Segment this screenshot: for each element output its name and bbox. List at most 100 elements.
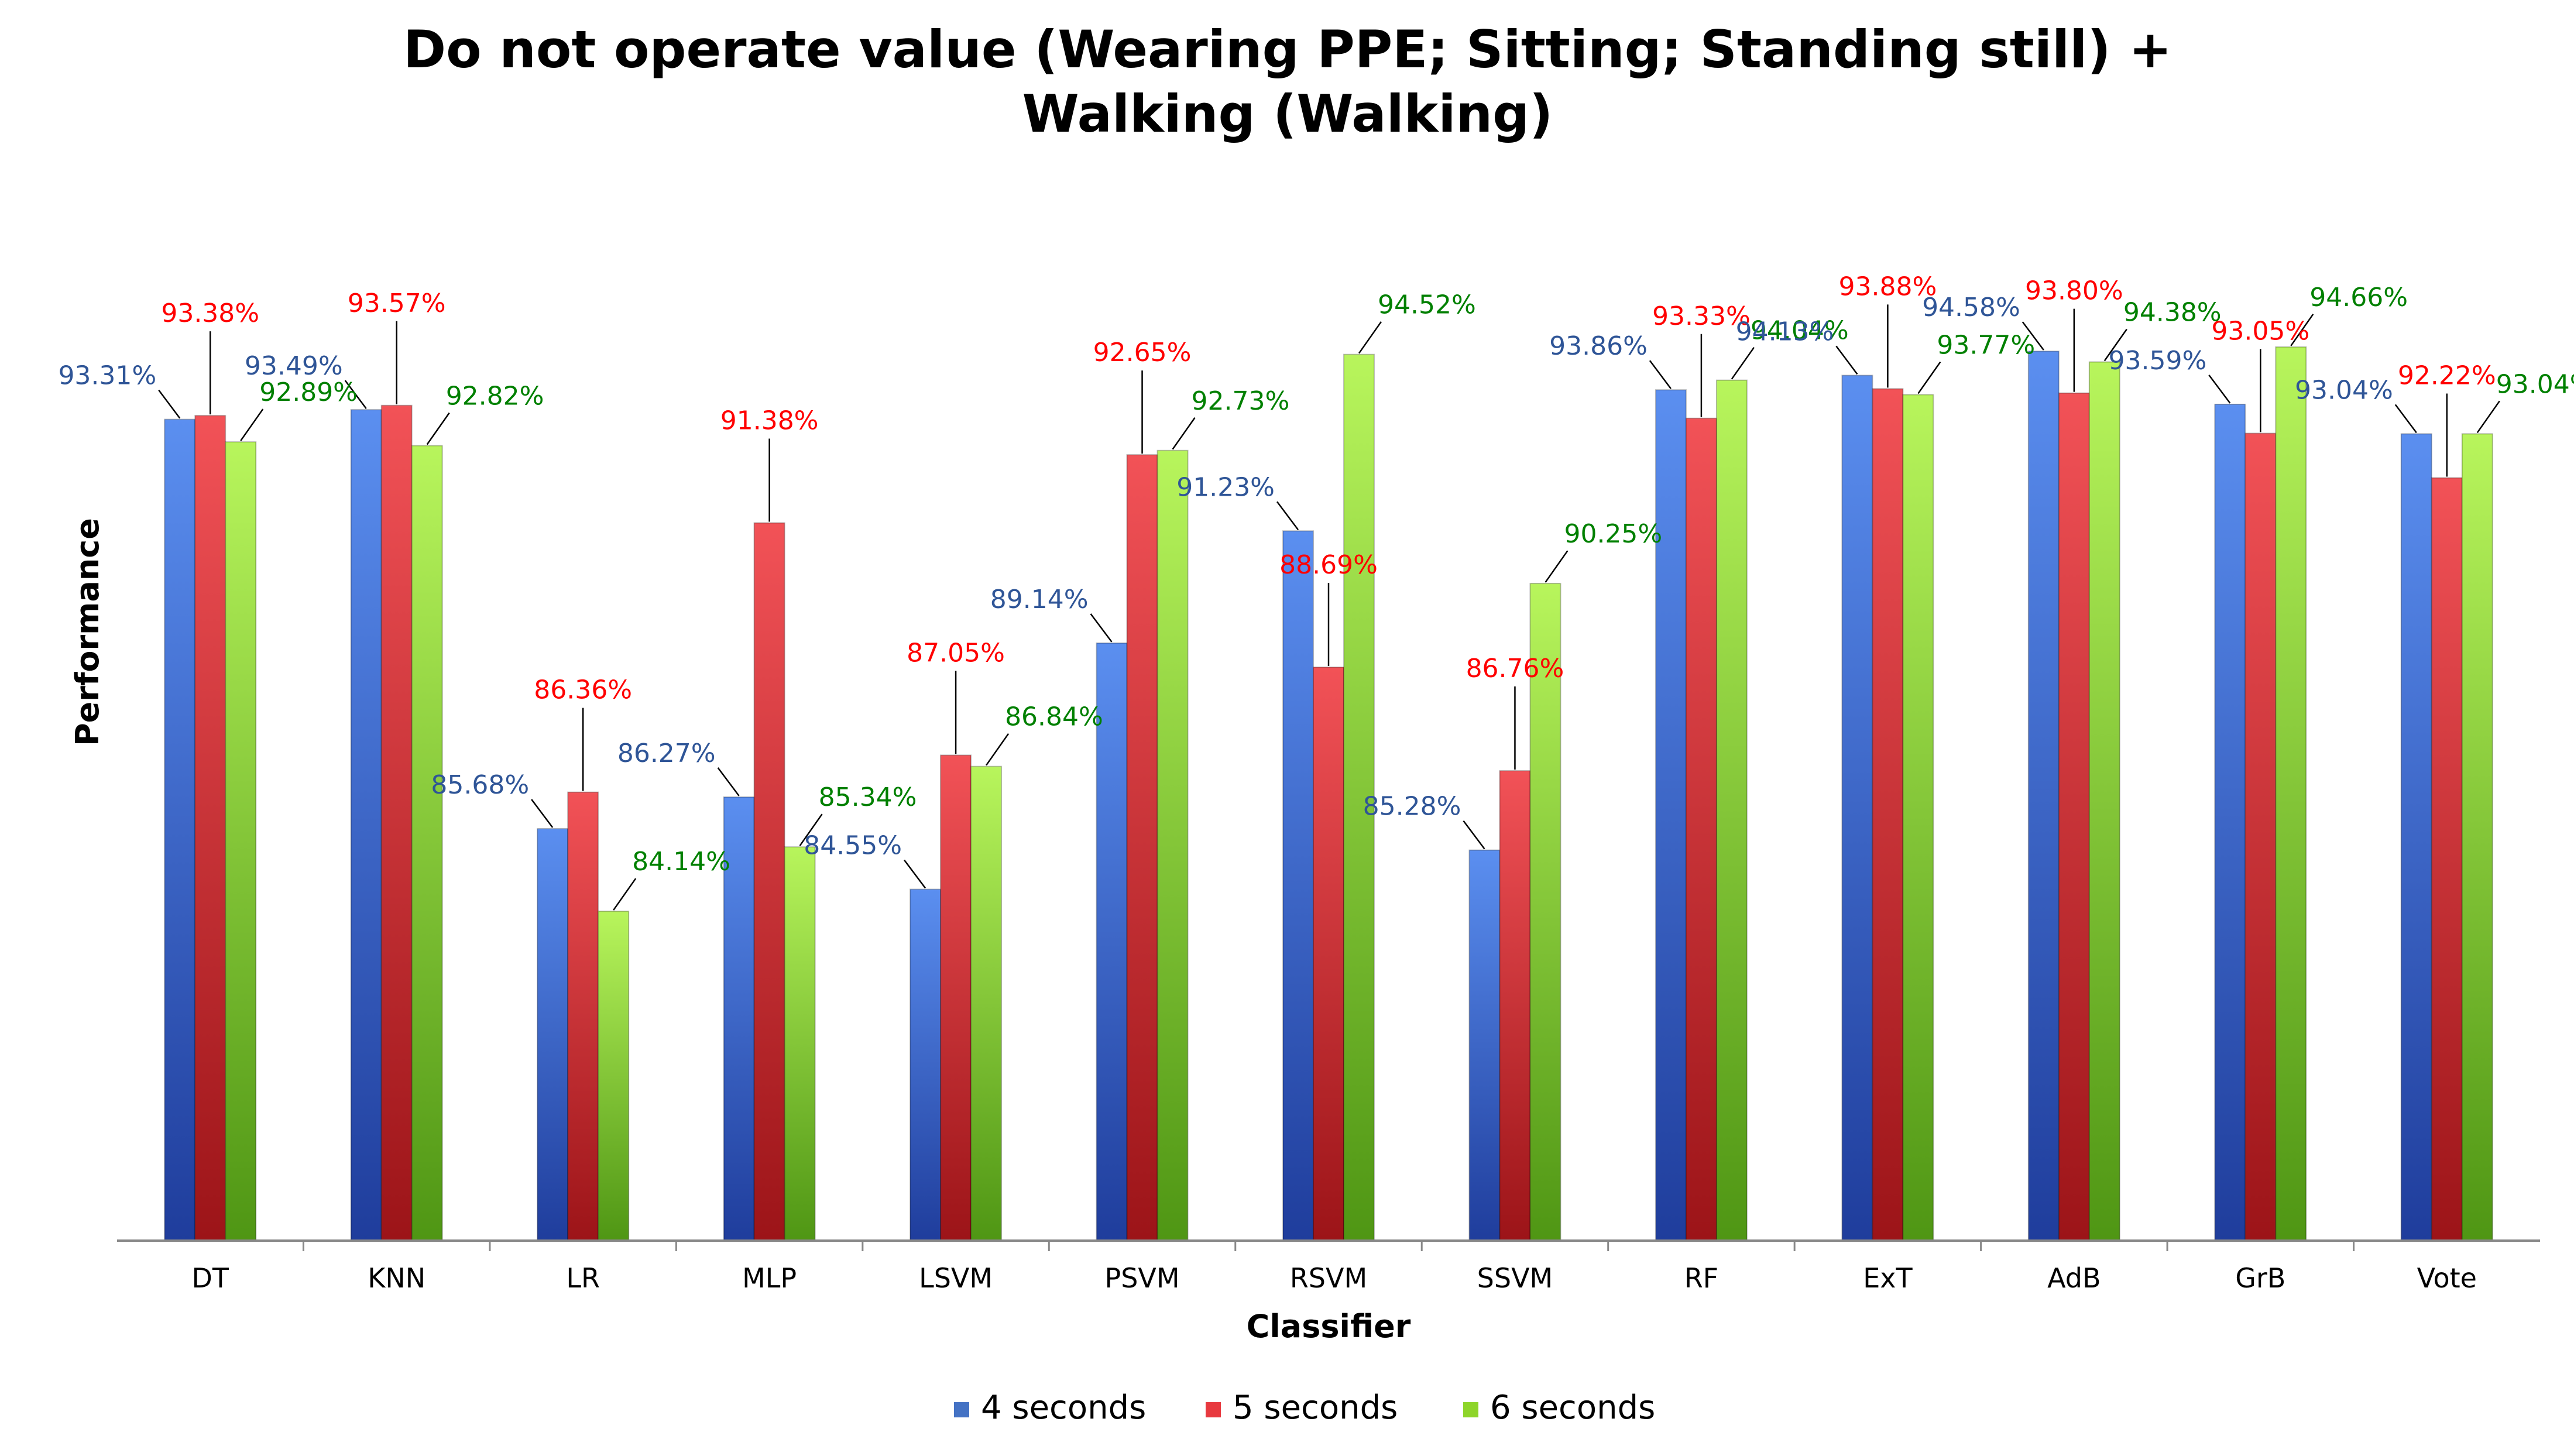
leader-line [426, 412, 450, 445]
data-label-ext-series-2: 93.88% [1838, 272, 1937, 301]
data-label-ssvm-series-2: 86.76% [1466, 654, 1564, 684]
leader-line [1835, 345, 1858, 375]
bar-lr-series-3 [598, 911, 630, 1241]
x-tick-label: SSVM [1477, 1262, 1553, 1294]
data-label-rf-series-1: 93.86% [1549, 331, 1648, 361]
bar-rf-series-2 [1685, 417, 1717, 1241]
bar-knn-series-3 [411, 445, 443, 1241]
data-label-ssvm-series-3: 90.25% [1564, 519, 1662, 549]
bar-lr-series-1 [537, 828, 569, 1241]
leader-line [1090, 613, 1113, 643]
x-tick-label: AdB [2047, 1262, 2101, 1294]
bar-psvm-series-2 [1126, 454, 1158, 1241]
y-axis-title: Performance [69, 518, 106, 746]
x-axis-title: Classifier [1247, 1308, 1411, 1345]
x-tick-label: LR [566, 1262, 600, 1294]
data-label-grb-series-1: 93.59% [2109, 346, 2207, 376]
x-tick-label: RF [1684, 1262, 1718, 1294]
data-label-psvm-series-2: 92.65% [1093, 338, 1192, 368]
leader-line [1917, 361, 1941, 394]
data-label-rsvm-series-1: 91.23% [1176, 472, 1275, 502]
data-label-adb-series-3: 94.38% [2123, 298, 2222, 328]
leader-line [1463, 820, 1485, 850]
leader-line [2476, 400, 2500, 434]
bar-ext-series-1 [1841, 375, 1873, 1242]
bar-adb-series-1 [2027, 351, 2060, 1242]
leader-line [2394, 404, 2417, 434]
bar-psvm-series-1 [1096, 642, 1128, 1242]
data-label-lsvm-series-1: 84.55% [804, 831, 902, 861]
data-label-ext-series-1: 94.13% [1736, 317, 1834, 346]
bar-ext-series-2 [1872, 388, 1904, 1241]
x-tick-label: Vote [2417, 1262, 2477, 1294]
leader-line [158, 389, 181, 419]
x-tick-label: RSVM [1290, 1262, 1367, 1294]
leader-line [2290, 314, 2314, 346]
bar-lr-series-2 [567, 791, 599, 1241]
x-tick-label: LSVM [919, 1262, 993, 1294]
leader-line [717, 767, 740, 796]
leader-line [1358, 321, 1382, 354]
data-label-grb-series-2: 93.05% [2211, 316, 2309, 346]
bar-ssvm-series-3 [1529, 583, 1561, 1241]
data-label-knn-series-1: 93.49% [245, 351, 343, 381]
bar-lsvm-series-2 [940, 754, 972, 1241]
bar-rf-series-3 [1715, 379, 1748, 1242]
data-label-lr-series-2: 86.36% [534, 675, 632, 705]
leader-lines-layer [158, 304, 2500, 911]
leader-line [1731, 346, 1755, 380]
leader-line [2022, 321, 2044, 351]
legend-label-series-2: 5 seconds [1233, 1389, 1398, 1427]
x-tick-label: MLP [742, 1262, 797, 1294]
bar-psvm-series-3 [1156, 449, 1189, 1241]
bar-mlp-series-2 [753, 522, 785, 1241]
data-label-vote-series-1: 93.04% [2295, 375, 2393, 405]
bar-knn-series-1 [350, 409, 382, 1241]
data-label-ext-series-3: 93.77% [1937, 330, 2035, 360]
bars-layer [164, 346, 2493, 1242]
data-labels-layer: 93.31% 93.38% 92.89%93.49% 93.57% 92.82% 85.6… [58, 272, 2574, 877]
data-label-mlp-series-3: 85.34% [819, 782, 917, 812]
legend-label-series-3: 6 seconds [1490, 1389, 1655, 1427]
data-label-dt-series-1: 93.31% [58, 361, 156, 391]
bar-vote-series-3 [2461, 433, 2493, 1241]
chart-title-line-1: Do not operate value (Wearing PPE; Sitti… [403, 19, 2172, 80]
bar-mlp-series-1 [723, 796, 755, 1241]
leader-line [1276, 501, 1299, 530]
bar-grb-series-2 [2244, 432, 2277, 1242]
bar-rsvm-series-1 [1282, 530, 1314, 1241]
data-label-mlp-series-2: 91.38% [720, 406, 819, 436]
leader-line [904, 859, 926, 889]
chart-title-line-2: Walking (Walking) [1022, 84, 1553, 144]
data-label-knn-series-2: 93.57% [348, 289, 446, 318]
data-label-rf-series-3: 94.04% [1751, 316, 1849, 346]
bar-grb-series-3 [2275, 346, 2307, 1241]
data-label-rf-series-2: 93.33% [1652, 301, 1751, 331]
bar-dt-series-3 [225, 441, 257, 1241]
leader-line [344, 380, 367, 409]
data-label-ssvm-series-1: 85.28% [1363, 792, 1461, 822]
data-label-lr-series-3: 84.14% [632, 847, 730, 877]
bar-rf-series-1 [1655, 389, 1687, 1242]
bar-adb-series-2 [2058, 392, 2090, 1242]
bar-ext-series-3 [1902, 394, 1934, 1242]
bar-lsvm-series-1 [910, 888, 942, 1242]
leader-line [2208, 375, 2231, 404]
bar-dt-series-2 [194, 415, 226, 1242]
leader-line [240, 408, 264, 441]
bar-mlp-series-3 [784, 846, 816, 1241]
x-tick-label: GrB [2235, 1262, 2285, 1294]
bar-ssvm-series-1 [1468, 849, 1501, 1241]
x-tick-label: DT [191, 1262, 229, 1294]
leader-line [1545, 550, 1569, 583]
bar-vote-series-1 [2400, 433, 2432, 1241]
data-label-vote-series-3: 93.04% [2496, 369, 2574, 399]
data-label-vote-series-2: 92.22% [2398, 361, 2496, 391]
x-tick-label: KNN [368, 1262, 425, 1294]
data-label-psvm-series-3: 92.73% [1192, 386, 1290, 416]
bar-adb-series-3 [2088, 361, 2120, 1241]
x-tick-labels: DT KNN LR MLP LSVM PSVM RSVM SSVM RF ExT AdB GrB Vot… [191, 1262, 2476, 1294]
bar-rsvm-series-3 [1343, 353, 1375, 1242]
legend-swatch-series-3 [1463, 1402, 1478, 1417]
